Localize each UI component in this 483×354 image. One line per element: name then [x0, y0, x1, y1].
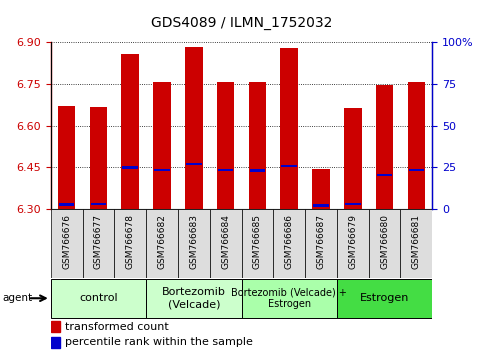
Bar	[281, 48, 298, 209]
Text: GSM766685: GSM766685	[253, 215, 262, 269]
Bar	[146, 279, 242, 318]
Text: Estrogen: Estrogen	[360, 293, 409, 303]
Bar	[210, 209, 242, 278]
Bar	[114, 209, 146, 278]
Text: GSM766682: GSM766682	[157, 215, 167, 269]
Text: transformed count: transformed count	[65, 321, 169, 332]
Bar	[58, 106, 75, 209]
Bar	[185, 47, 202, 209]
Bar	[400, 209, 432, 278]
Bar	[51, 279, 146, 318]
Bar	[249, 82, 266, 209]
Text: GSM766681: GSM766681	[412, 215, 421, 269]
Bar	[59, 204, 74, 206]
Bar	[250, 169, 265, 172]
Bar	[153, 82, 171, 209]
Bar	[178, 209, 210, 278]
Bar	[83, 209, 114, 278]
Text: GDS4089 / ILMN_1752032: GDS4089 / ILMN_1752032	[151, 16, 332, 30]
Text: percentile rank within the sample: percentile rank within the sample	[65, 337, 253, 348]
Bar	[242, 209, 273, 278]
Text: Bortezomib
(Velcade): Bortezomib (Velcade)	[162, 287, 226, 309]
Text: GSM766679: GSM766679	[348, 215, 357, 269]
Bar	[377, 174, 393, 176]
Bar	[409, 169, 424, 171]
Bar	[51, 337, 60, 348]
Text: GSM766677: GSM766677	[94, 215, 103, 269]
Bar	[345, 202, 361, 205]
Bar	[312, 169, 330, 209]
Bar	[146, 209, 178, 278]
Bar	[122, 166, 138, 169]
Bar	[51, 321, 60, 332]
Bar	[217, 82, 234, 209]
Text: control: control	[79, 293, 118, 303]
Text: GSM766684: GSM766684	[221, 215, 230, 269]
Bar	[337, 209, 369, 278]
Bar	[369, 209, 400, 278]
Bar	[337, 279, 432, 318]
Bar	[376, 85, 393, 209]
Bar	[186, 163, 202, 165]
Bar	[313, 204, 329, 207]
Bar	[408, 82, 425, 209]
Text: GSM766686: GSM766686	[284, 215, 294, 269]
Bar	[218, 169, 233, 171]
Text: GSM766680: GSM766680	[380, 215, 389, 269]
Bar	[242, 279, 337, 318]
Bar	[154, 169, 170, 171]
Bar	[121, 53, 139, 209]
Text: GSM766676: GSM766676	[62, 215, 71, 269]
Text: agent: agent	[2, 293, 32, 303]
Text: GSM766678: GSM766678	[126, 215, 135, 269]
Bar	[281, 165, 297, 167]
Bar	[51, 209, 83, 278]
Bar	[90, 107, 107, 209]
Bar	[273, 209, 305, 278]
Bar	[90, 202, 106, 205]
Text: Bortezomib (Velcade) +
Estrogen: Bortezomib (Velcade) + Estrogen	[231, 287, 347, 309]
Bar	[305, 209, 337, 278]
Bar	[344, 108, 362, 209]
Text: GSM766687: GSM766687	[316, 215, 326, 269]
Text: GSM766683: GSM766683	[189, 215, 199, 269]
